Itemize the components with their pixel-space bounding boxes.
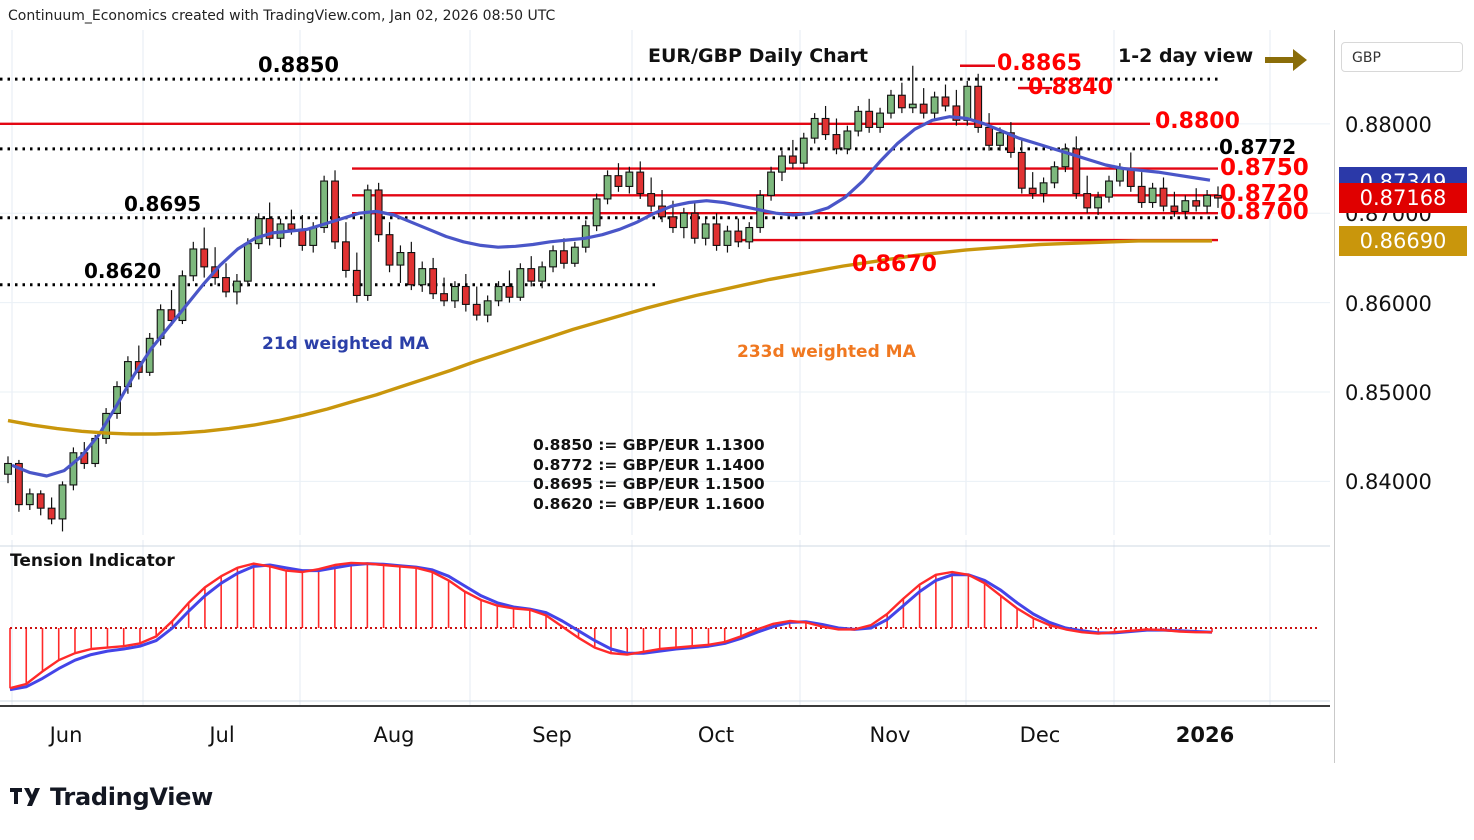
- x-axis-tick: Jun: [49, 723, 83, 747]
- price-label-0-8865: 0.8865: [997, 50, 1082, 76]
- x-axis-tick: Jul: [209, 723, 235, 747]
- price-svg: [0, 30, 1330, 535]
- price-label-0-8800: 0.8800: [1155, 108, 1240, 134]
- price-label-0-8695: 0.8695: [124, 191, 202, 216]
- x-axis-tick: Nov: [869, 723, 911, 747]
- x-axis-tick: 2026: [1175, 723, 1235, 747]
- axis-symbol-label: GBP: [1341, 42, 1463, 72]
- ma233-legend-label: 233d weighted MA: [737, 342, 916, 362]
- price-label-0-8670: 0.8670: [852, 252, 937, 278]
- chart-credit-text: Continuum_Economics created with Trading…: [8, 8, 556, 24]
- tension-svg: [0, 540, 1330, 705]
- arrow-right-icon: [1265, 49, 1307, 71]
- x-axis-tick: Aug: [373, 723, 415, 747]
- tradingview-logo-icon: [10, 788, 40, 806]
- price-label-0-8772: 0.8772: [1219, 134, 1297, 159]
- price-label-0-8850: 0.8850: [258, 53, 340, 78]
- price-axis-badge[interactable]: 0.86690: [1339, 225, 1467, 256]
- tension-indicator-pane[interactable]: [0, 540, 1330, 705]
- price-axis-tick: 0.88000: [1345, 112, 1432, 137]
- conversion-table: 0.8850 := GBP/EUR 1.1300 0.8772 := GBP/E…: [533, 436, 765, 513]
- annotation-layer: 0.8850 0.8772 0.8695 0.8620 0.8865 0.8840 0.88…: [0, 30, 1334, 705]
- price-label-0-8750: 0.8750: [1220, 154, 1309, 181]
- price-label-0-8700: 0.8700: [1220, 199, 1309, 226]
- price-label-0-8840: 0.8840: [1028, 75, 1113, 101]
- ma21-legend-label: 21d weighted MA: [262, 334, 429, 354]
- tradingview-wordmark: TradingView: [50, 783, 213, 811]
- tension-indicator-title: Tension Indicator: [10, 551, 175, 571]
- price-axis[interactable]: GBP 0.88000 0.86000 0.85000 0.84000 0.87000 0…: [1334, 30, 1474, 763]
- view-note-label: 1-2 day view: [1118, 45, 1254, 67]
- price-label-0-8620: 0.8620: [84, 258, 162, 283]
- chart-title: EUR/GBP Daily Chart: [648, 45, 868, 67]
- x-axis[interactable]: Jun Jul Aug Sep Oct Nov Dec 2026: [0, 705, 1330, 765]
- price-axis-tick: 0.86000: [1345, 291, 1432, 316]
- price-axis-tick: 0.85000: [1345, 380, 1432, 405]
- price-axis-tick: 0.84000: [1345, 470, 1432, 495]
- x-axis-tick: Sep: [532, 723, 572, 747]
- footer-brand: TradingView: [10, 783, 213, 811]
- price-pane[interactable]: [0, 30, 1330, 535]
- x-axis-tick: Oct: [697, 723, 735, 747]
- price-label-0-8720: 0.8720: [1220, 181, 1309, 208]
- price-axis-badge[interactable]: 0.87168: [1339, 183, 1467, 214]
- chart-canvas[interactable]: [0, 30, 1330, 705]
- x-axis-tick: Dec: [1019, 723, 1061, 747]
